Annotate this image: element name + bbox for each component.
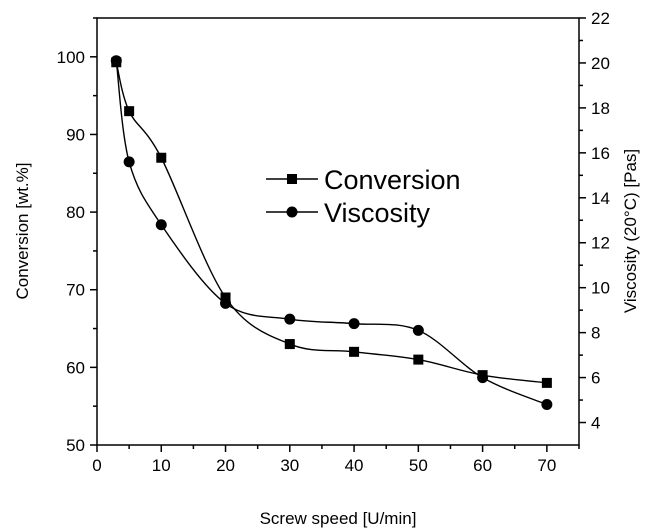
plot-frame (96, 17, 580, 446)
viscosity-series-line (115, 60, 548, 406)
viscosity-point (348, 318, 360, 330)
y2-tick-label: 22 (591, 9, 610, 28)
viscosity-point (110, 55, 122, 67)
viscosity-point (123, 156, 135, 168)
y2-tick-label: 16 (591, 144, 610, 163)
conversion-point (156, 152, 167, 163)
y-tick-label: 100 (57, 48, 85, 67)
y2-tick-label: 4 (591, 414, 600, 433)
y2-tick-label: 20 (591, 54, 610, 73)
viscosity-point (412, 324, 424, 336)
conversion-point (541, 377, 552, 388)
y-tick-label: 60 (66, 358, 85, 377)
y-axis-title: Conversion [wt.%] (13, 163, 32, 300)
legend-viscosity-label: Viscosity (324, 198, 431, 228)
y2-tick-label: 18 (591, 99, 610, 118)
curves-layer (115, 60, 548, 406)
y2-tick-label: 14 (591, 189, 610, 208)
conversion-point (349, 346, 360, 357)
ticks-layer: 0 10 20 30 40 50 60 70 50 60 70 80 90 100 4 6 8 10 12 14 16 1… (57, 9, 610, 475)
x-tick-label: 10 (152, 456, 171, 475)
x-tick-label: 70 (537, 456, 556, 475)
y2-axis-title: Viscosity (20°C) [Pas] (621, 149, 640, 313)
legend: Conversion Viscosity (266, 165, 461, 228)
y2-tick-label: 6 (591, 369, 600, 388)
conversion-point (220, 292, 231, 303)
conversion-point (284, 339, 295, 350)
legend-viscosity-marker (286, 206, 298, 218)
x-tick-label: 0 (92, 456, 101, 475)
x-axis-title: Screw speed [U/min] (260, 509, 417, 528)
conversion-point (124, 106, 135, 117)
x-tick-label: 60 (473, 456, 492, 475)
y-tick-label: 70 (66, 281, 85, 300)
viscosity-point (155, 219, 167, 231)
x-tick-label: 40 (345, 456, 364, 475)
viscosity-point (477, 372, 489, 384)
viscosity-point (284, 313, 296, 325)
conversion-point (413, 354, 424, 365)
legend-conversion-label: Conversion (324, 165, 461, 195)
x-tick-label: 50 (409, 456, 428, 475)
y2-tick-label: 12 (591, 234, 610, 253)
legend-conversion-marker (287, 174, 297, 184)
viscosity-point (541, 399, 553, 411)
y-tick-label: 50 (66, 436, 85, 455)
y-tick-label: 80 (66, 203, 85, 222)
y2-tick-label: 8 (591, 324, 600, 343)
y2-tick-label: 10 (591, 279, 610, 298)
viscosity-point (220, 297, 232, 309)
markers-layer (110, 55, 553, 411)
x-tick-label: 20 (216, 456, 235, 475)
y-tick-label: 90 (66, 125, 85, 144)
x-tick-label: 30 (280, 456, 299, 475)
